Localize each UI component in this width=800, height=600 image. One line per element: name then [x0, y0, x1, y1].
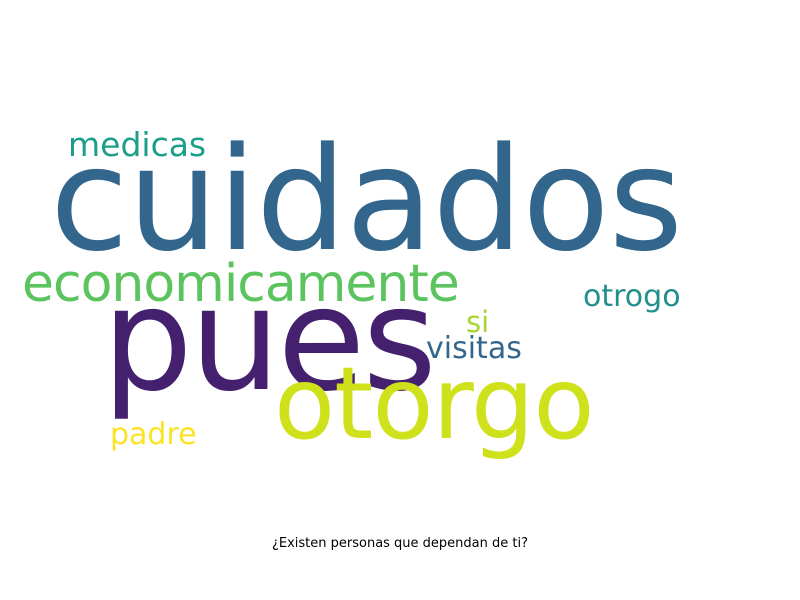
word-visitas: visitas [426, 331, 522, 366]
word-si: si [466, 305, 490, 339]
word-cuidados: cuidados [50, 116, 683, 283]
word-medicas: medicas [68, 125, 207, 164]
word-economicamente: economicamente [22, 254, 460, 314]
figure-caption: ¿Existen personas que dependan de ti? [271, 536, 529, 551]
word-padre: padre [110, 417, 197, 452]
word-pues: pues [102, 256, 437, 423]
word-otrogo: otrogo [583, 279, 681, 314]
word-otorgo: otorgo [274, 345, 595, 462]
